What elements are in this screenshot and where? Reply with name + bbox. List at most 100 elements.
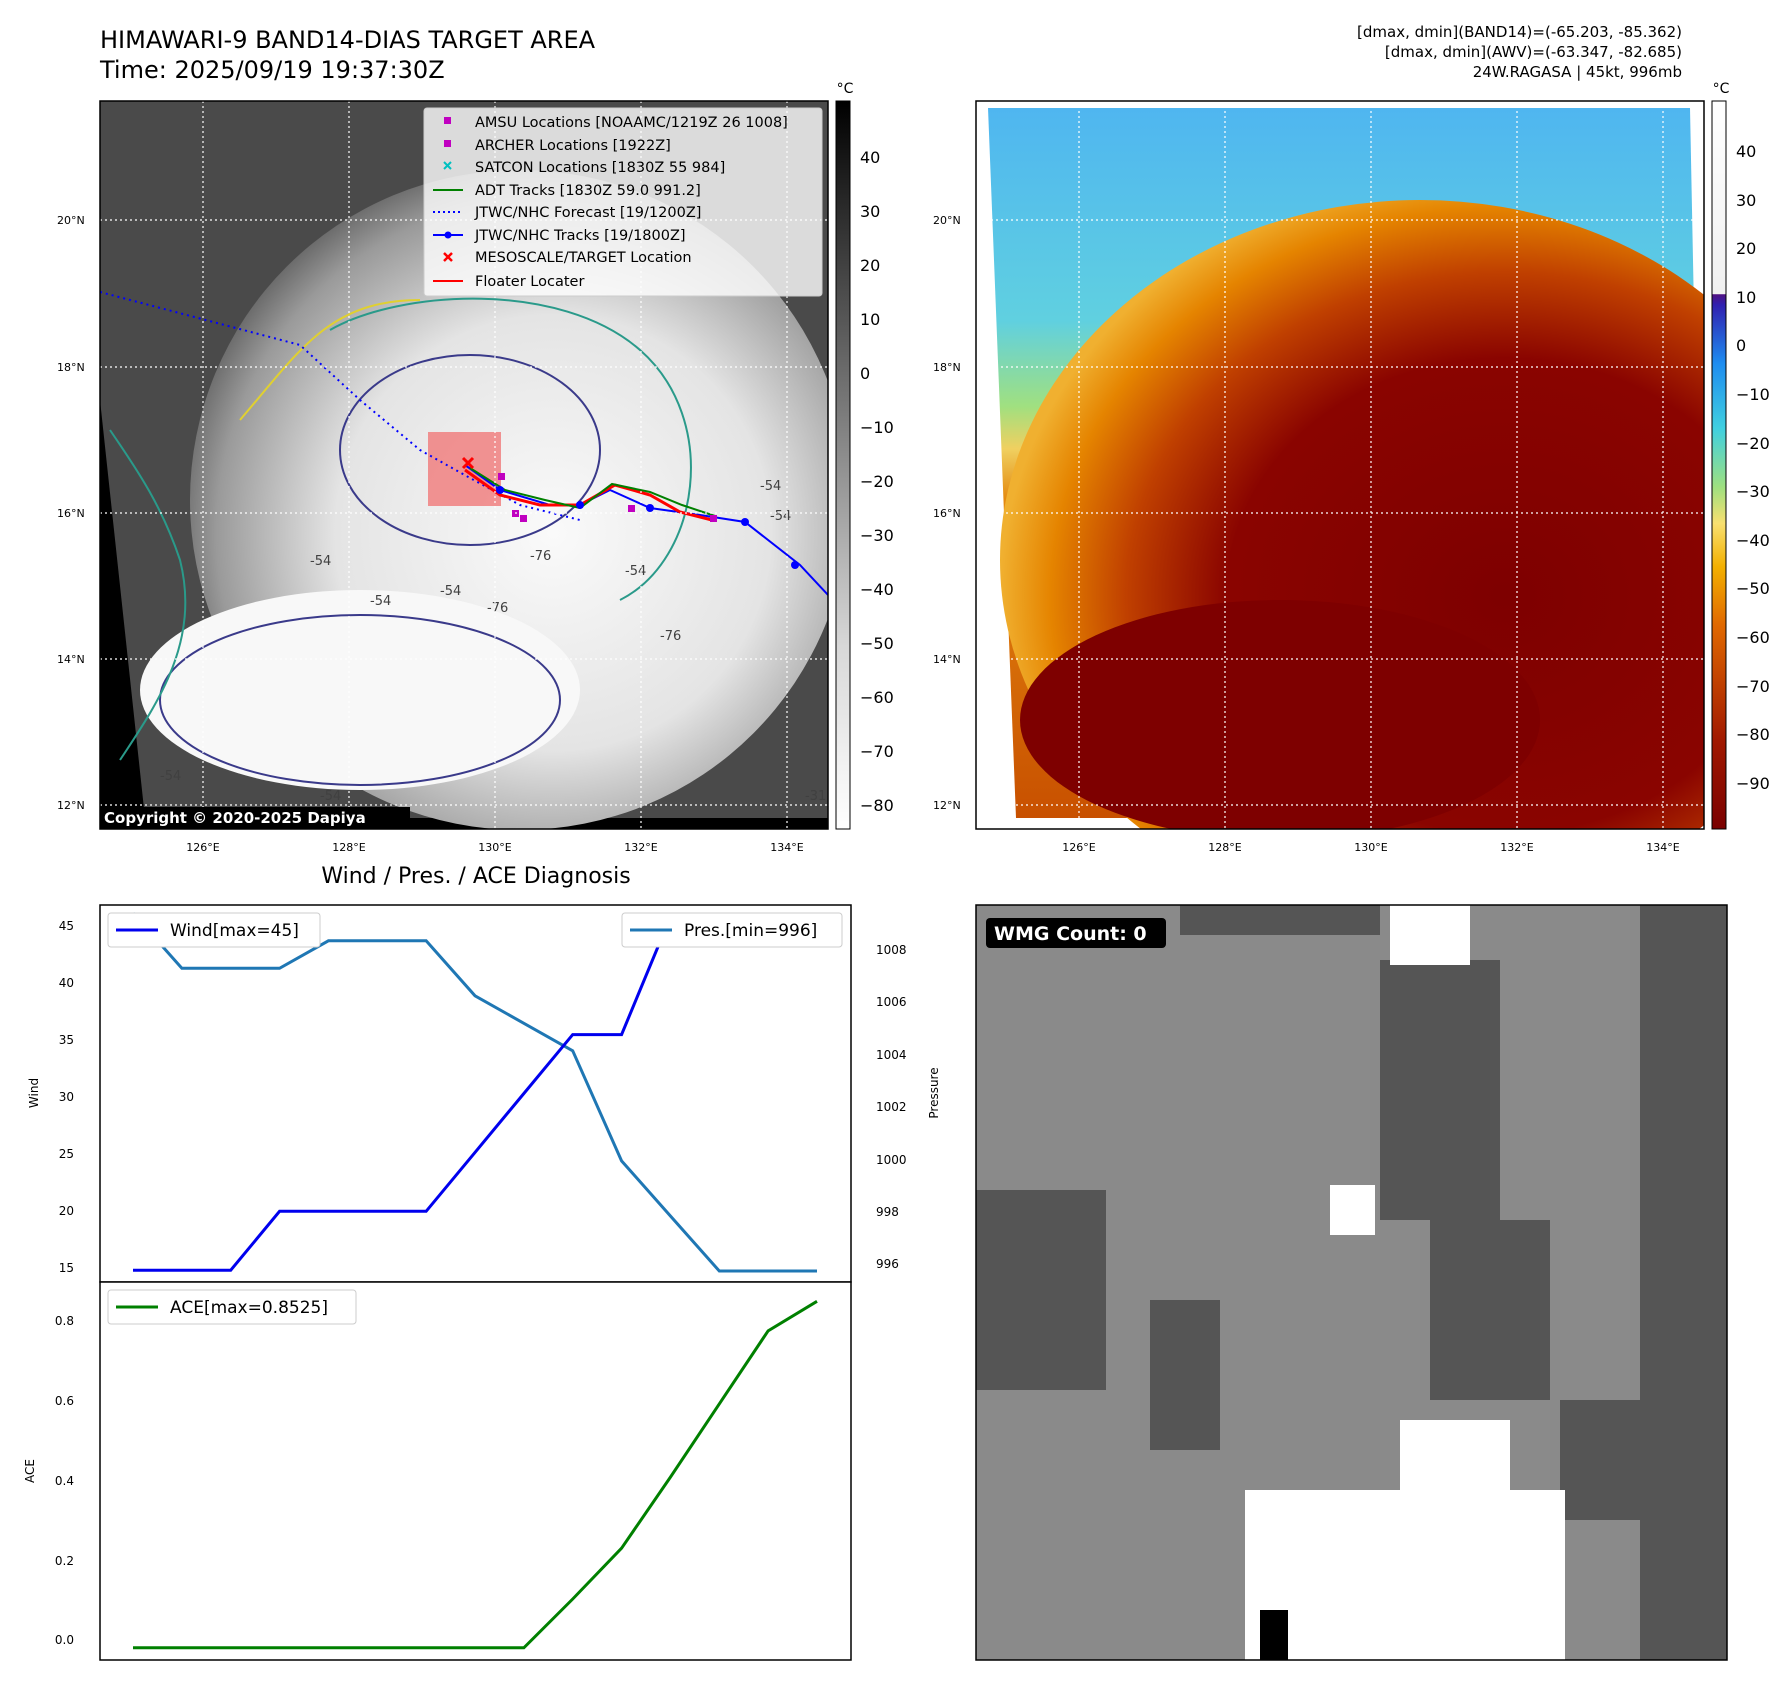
awv-colorbar-unit: °C — [1713, 81, 1730, 97]
pres-tick: 1002 — [876, 1100, 907, 1114]
dmax-awv: [dmax, dmin](AWV)=(-63.347, -82.685) — [1384, 43, 1682, 61]
mesoscale-marker — [461, 456, 475, 470]
wmg-white-block — [1390, 905, 1470, 965]
awv-colorbar-tick: −30 — [1736, 482, 1770, 501]
pres-axis-ticks: 1008 1006 1004 1002 1000 998 996 — [876, 943, 907, 1271]
pres-tick: 1004 — [876, 1048, 907, 1062]
ir-colorbar-tick: −20 — [860, 472, 894, 491]
ace-line — [133, 1300, 818, 1650]
ir-lon-label: 130°E — [478, 841, 511, 854]
jtwc-track — [464, 464, 828, 596]
ir-cold-band — [140, 590, 580, 790]
legend-amsu-marker — [444, 117, 451, 124]
ir-colorbar-tick: 30 — [860, 202, 880, 221]
legend-mesoscale-label: MESOSCALE/TARGET Location — [475, 250, 692, 266]
legend-adt-label: ADT Tracks [1830Z 59.0 991.2] — [475, 183, 701, 199]
jtwc-track-points — [496, 486, 799, 569]
copyright-box — [100, 807, 410, 829]
awv-lat-label: 16°N — [933, 507, 961, 520]
wmg-count-box — [986, 918, 1166, 948]
ace-legend-box — [107, 1289, 357, 1325]
ir-colorbar-tick: −60 — [860, 688, 894, 707]
ace-tick: 0.6 — [55, 1394, 74, 1408]
jtwc-track-point — [741, 518, 749, 526]
ir-lat-label: 16°N — [57, 507, 85, 520]
ir-legend-box — [423, 107, 823, 297]
wmg-dark-block — [1150, 1300, 1220, 1450]
adt-track — [469, 467, 716, 517]
ir-colorbar-tick: 10 — [860, 310, 880, 329]
amsu-marker — [710, 515, 717, 522]
wmg-white-block — [1400, 1420, 1510, 1500]
awv-lat-label: 18°N — [933, 361, 961, 374]
awv-colorbar-tick: −70 — [1736, 677, 1770, 696]
wind-legend-box — [107, 912, 321, 948]
figure-time: Time: 2025/09/19 19:37:30Z — [100, 56, 445, 84]
ir-lat-label: 14°N — [57, 653, 85, 666]
pres-tick: 1006 — [876, 995, 907, 1009]
wmg-dark-block — [976, 1190, 1106, 1390]
awv-colorbar-tick: 30 — [1736, 191, 1756, 210]
awv-colorbar-tick: −80 — [1736, 725, 1770, 744]
jtwc-forecast-track — [100, 291, 581, 521]
awv-colorbar-tick: 20 — [1736, 239, 1756, 258]
ir-colorbar-tick: 0 — [860, 364, 870, 383]
pres-legend-label: Pres.[min=996] — [684, 921, 817, 941]
ace-tick: 0.2 — [55, 1554, 74, 1568]
wind-tick: 35 — [59, 1033, 74, 1047]
awv-colorbar-tick: −40 — [1736, 531, 1770, 550]
awv-gridlines — [976, 101, 1704, 829]
awv-lat-labels: 20°N 18°N 16°N 14°N 12°N — [933, 214, 961, 812]
wind-pres-frame — [99, 904, 852, 1283]
legend-jtwc-label: JTWC/NHC Tracks [19/1800Z] — [474, 228, 686, 244]
wmg-count-label: WMG Count: 0 — [994, 923, 1147, 945]
legend-floater-label: Floater Locater — [475, 274, 584, 290]
wind-tick: 40 — [59, 976, 74, 990]
contour-label: -54 — [440, 584, 461, 599]
ir-colorbar-tick: 20 — [860, 256, 880, 275]
wmg-white-block — [1245, 1490, 1565, 1660]
wind-tick: 30 — [59, 1090, 74, 1104]
awv-colorbar-tick: 10 — [1736, 288, 1756, 307]
awv-colorbar-tick: 0 — [1736, 336, 1746, 355]
copyright-text: Copyright © 2020-2025 Dapiya — [104, 809, 366, 827]
ir-colorbar-ticks: 40 30 20 10 0 −10 −20 −30 −40 −50 −60 −7… — [860, 148, 894, 815]
figure-title: HIMAWARI-9 BAND14-DIAS TARGET AREA — [100, 26, 596, 54]
wind-tick: 20 — [59, 1204, 74, 1218]
ir-contour-yellow — [239, 299, 421, 421]
ace-axes: 0.8 0.6 0.4 0.2 0.0 ACE ACE[max=0.8525] — [23, 1281, 852, 1661]
awv-colorbar-bar — [1711, 100, 1727, 830]
awv-colorbar: °C 40 30 20 10 0 −10 −20 −30 −40 −50 −60… — [1711, 81, 1770, 830]
awv-colorbar-ticks: 40 30 20 10 0 −10 −20 −30 −40 −50 −60 −7… — [1736, 142, 1770, 793]
wind-legend-label: Wind[max=45] — [170, 921, 299, 941]
wmg-panel: WMG Count: 0 — [975, 904, 1728, 1661]
ir-contour-outer — [329, 297, 692, 601]
ir-frame — [99, 100, 829, 830]
pres-legend-box — [621, 912, 843, 948]
jtwc-track-point — [646, 504, 654, 512]
wind-ylabel: Wind — [27, 1078, 41, 1108]
contour-label: -76 — [487, 601, 508, 616]
wmg-frame — [975, 904, 1728, 1661]
legend-amsu-label: AMSU Locations [NOAAMC/1219Z 26 1008] — [475, 115, 788, 131]
diag-title: Wind / Pres. / ACE Diagnosis — [321, 864, 630, 889]
ir-colorbar: °C 40 30 20 10 0 −10 −20 −30 −40 −50 −60… — [835, 81, 894, 830]
legend-archer-marker — [444, 140, 451, 147]
awv-lon-label: 134°E — [1646, 841, 1679, 854]
awv-lon-label: 130°E — [1354, 841, 1387, 854]
ir-lat-label: 20°N — [57, 214, 85, 227]
pres-tick: 1000 — [876, 1153, 907, 1167]
ir-colorbar-tick: −10 — [860, 418, 894, 437]
awv-panel — [976, 101, 1704, 829]
wmg-dark-block — [1640, 905, 1727, 1660]
awv-colorbar-tick: −10 — [1736, 385, 1770, 404]
pres-tick: 998 — [876, 1205, 899, 1219]
awv-colorbar-tick: 40 — [1736, 142, 1756, 161]
ir-colorbar-tick: −70 — [860, 742, 894, 761]
awv-colorbar-tick: −20 — [1736, 434, 1770, 453]
ace-frame — [99, 1281, 852, 1661]
wind-tick: 45 — [59, 919, 74, 933]
legend-archer-label: ARCHER Locations [1922Z] — [475, 138, 671, 154]
contour-label: -31 — [805, 789, 826, 804]
